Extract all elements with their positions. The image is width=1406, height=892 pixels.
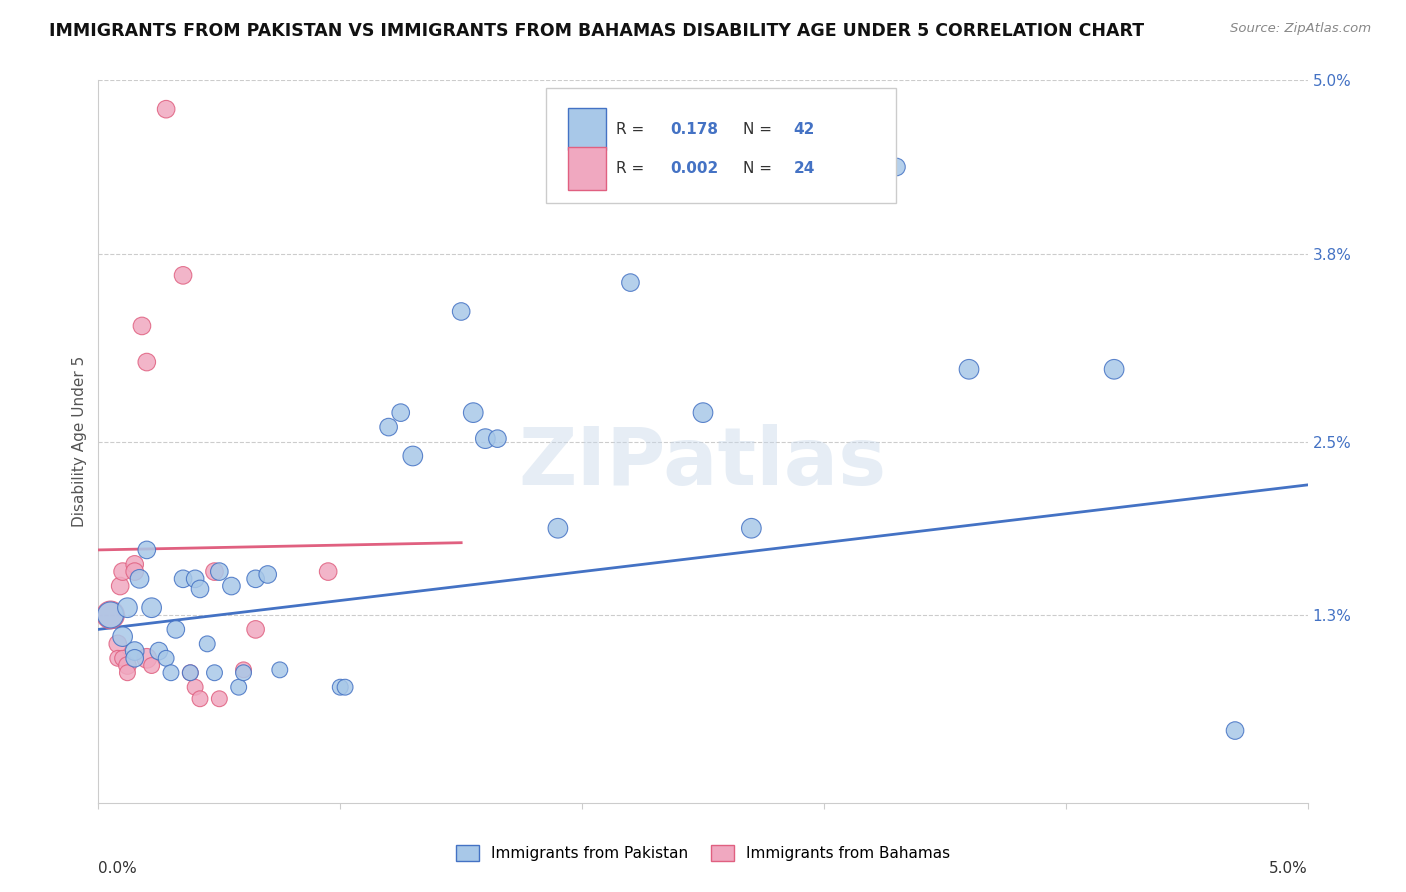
Point [463,406,485,420]
Point [402,449,425,463]
Point [135,355,157,369]
Point [111,565,134,579]
FancyBboxPatch shape [568,147,606,190]
Point [245,623,267,637]
Point [124,565,146,579]
Point [245,572,267,586]
Point [228,680,250,694]
Point [179,665,201,680]
Point [107,651,129,665]
Point [128,572,150,586]
Point [195,637,218,651]
Point [740,521,762,535]
Point [377,420,399,434]
Point [179,665,201,680]
Point [221,579,243,593]
Point [160,665,183,680]
Text: 0.0%: 0.0% [98,861,138,876]
FancyBboxPatch shape [546,87,897,203]
Text: N =: N = [742,161,772,177]
Point [269,663,291,677]
Point [135,542,157,557]
Text: 42: 42 [794,121,815,136]
Point [486,432,509,446]
Point [148,644,170,658]
Point [316,565,339,579]
Point [141,600,163,615]
Point [232,665,254,680]
Point [204,665,226,680]
Point [155,651,177,665]
Point [141,658,163,673]
Text: 0.178: 0.178 [671,121,718,136]
Text: R =: R = [616,161,644,177]
Point [111,651,134,665]
Point [188,582,211,596]
Text: 5.0%: 5.0% [1268,861,1308,876]
Text: Source: ZipAtlas.com: Source: ZipAtlas.com [1230,22,1371,36]
Point [957,362,980,376]
Text: N =: N = [742,121,772,136]
Point [232,663,254,677]
Point [172,268,194,283]
Point [100,607,122,622]
Point [124,644,146,658]
Point [389,406,412,420]
Point [111,630,134,644]
Point [886,160,908,174]
Text: IMMIGRANTS FROM PAKISTAN VS IMMIGRANTS FROM BAHAMAS DISABILITY AGE UNDER 5 CORRE: IMMIGRANTS FROM PAKISTAN VS IMMIGRANTS F… [49,22,1144,40]
Point [333,680,356,694]
Point [184,572,207,586]
Y-axis label: Disability Age Under 5: Disability Age Under 5 [72,356,87,527]
Point [131,318,153,333]
Point [692,406,714,420]
Point [135,651,157,665]
Point [474,432,496,446]
Point [619,276,641,290]
Point [204,565,226,579]
Point [450,304,472,318]
Point [124,651,146,665]
Legend: Immigrants from Pakistan, Immigrants from Bahamas: Immigrants from Pakistan, Immigrants fro… [450,839,956,867]
Point [117,600,139,615]
Point [108,579,131,593]
Text: 0.002: 0.002 [671,161,718,177]
Point [165,623,187,637]
Point [1102,362,1125,376]
Point [1223,723,1246,738]
Point [172,572,194,586]
Point [155,102,177,116]
Text: ZIPatlas: ZIPatlas [519,425,887,502]
Point [117,665,139,680]
Point [256,567,278,582]
Point [100,607,122,622]
Point [329,680,352,694]
Point [188,691,211,706]
FancyBboxPatch shape [568,108,606,151]
Point [208,691,231,706]
Point [107,637,129,651]
Point [547,521,569,535]
Text: R =: R = [616,121,644,136]
Point [117,658,139,673]
Point [184,680,207,694]
Point [124,558,146,572]
Text: 24: 24 [794,161,815,177]
Point [208,565,231,579]
